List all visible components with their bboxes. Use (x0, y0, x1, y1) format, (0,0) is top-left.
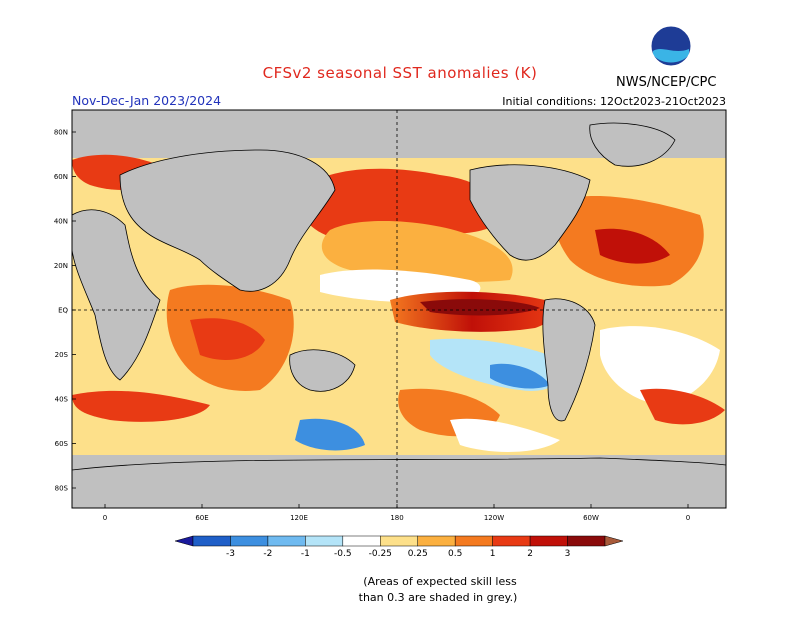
colorbar-label: 1 (490, 549, 496, 559)
lon-label: 120W (484, 514, 504, 522)
north-pacific-warm (300, 168, 496, 242)
colorbar: -3 -2 -1 -0.5 -0.25 0.25 0.5 1 2 3 (174, 535, 624, 559)
colorbar-label: 2 (527, 549, 533, 559)
australia (289, 349, 356, 392)
colorbar-label: -0.25 (369, 549, 392, 559)
greenland (589, 122, 676, 167)
colorbar-end-low (174, 535, 194, 547)
colorbar-swatch (492, 535, 531, 547)
colorbar-swatch (380, 535, 418, 547)
agency-label: NWS/NCEP/CPC (616, 75, 717, 90)
subtropical-pacific-orange (321, 220, 513, 282)
lon-label: 60W (583, 514, 599, 522)
forecast-period: Nov-Dec-Jan 2023/2024 (72, 93, 222, 108)
africa (72, 209, 161, 381)
lon-label: 0 (103, 514, 107, 522)
colorbar-swatch (567, 535, 606, 547)
longitude-labels: 0 60E 120E 180 120W 60W 0 (103, 504, 690, 522)
map-field (72, 110, 726, 508)
colorbar-swatch (305, 535, 344, 547)
lat-label: 60N (54, 173, 68, 181)
colorbar-label: 3 (565, 549, 571, 559)
continents (72, 122, 726, 508)
south-indian-warm (72, 390, 210, 422)
colorbar-swatch (342, 535, 381, 547)
lat-label: 20N (54, 262, 68, 270)
colorbar-label: -2 (263, 549, 272, 559)
lon-label: 60E (195, 514, 208, 522)
noaa-logo-icon (650, 25, 692, 67)
colorbar-swatch (417, 535, 456, 547)
colorbar-end-high (604, 535, 624, 547)
north-america (469, 164, 591, 261)
colorbar-swatch (230, 535, 269, 547)
nino-core (420, 299, 540, 316)
colorbar-swatch (529, 535, 568, 547)
colorbar-swatch (192, 535, 231, 547)
indian-ocean-core (190, 318, 265, 360)
lon-label: 0 (686, 514, 690, 522)
south-atlantic-neutral (600, 326, 720, 405)
latitude-labels: 80N 60N 40N 20N EQ 20S 40S 60S 80S (54, 129, 76, 493)
colorbar-label: -0.5 (334, 549, 352, 559)
lat-label: 20S (55, 351, 69, 359)
footnote-line-1: (Areas of expected skill less (363, 575, 517, 588)
lon-label: 120E (290, 514, 308, 522)
south-atlantic-warm (640, 388, 725, 425)
colorbar-swatch (267, 535, 306, 547)
lat-label: 40S (55, 396, 69, 404)
lat-label: 60S (55, 440, 69, 448)
initial-conditions: Initial conditions: 12Oct2023-21Oct2023 (502, 95, 726, 108)
footnote-line-2: than 0.3 are shaded in grey.) (358, 591, 518, 604)
southern-ocean-cool (295, 418, 365, 451)
southern-ocean-neutral (450, 418, 560, 452)
map-title: CFSv2 seasonal SST anomalies (K) (262, 64, 538, 82)
colorbar-label: 0.25 (408, 549, 428, 559)
lat-label: 80S (55, 485, 69, 493)
lat-label: 80N (54, 129, 68, 137)
lat-label: EQ (58, 307, 68, 315)
lon-label: 180 (390, 514, 403, 522)
south-pacific-blue (490, 363, 550, 389)
antarctica (72, 457, 726, 508)
colorbar-label: -3 (226, 549, 235, 559)
lat-label: 40N (54, 218, 68, 226)
south-america (542, 298, 596, 422)
colorbar-label: 0.5 (448, 549, 462, 559)
colorbar-label: -1 (301, 549, 310, 559)
map-frame (71, 109, 727, 509)
eurasia (119, 149, 336, 292)
colorbar-swatch (454, 535, 493, 547)
north-atlantic-core (595, 228, 670, 264)
